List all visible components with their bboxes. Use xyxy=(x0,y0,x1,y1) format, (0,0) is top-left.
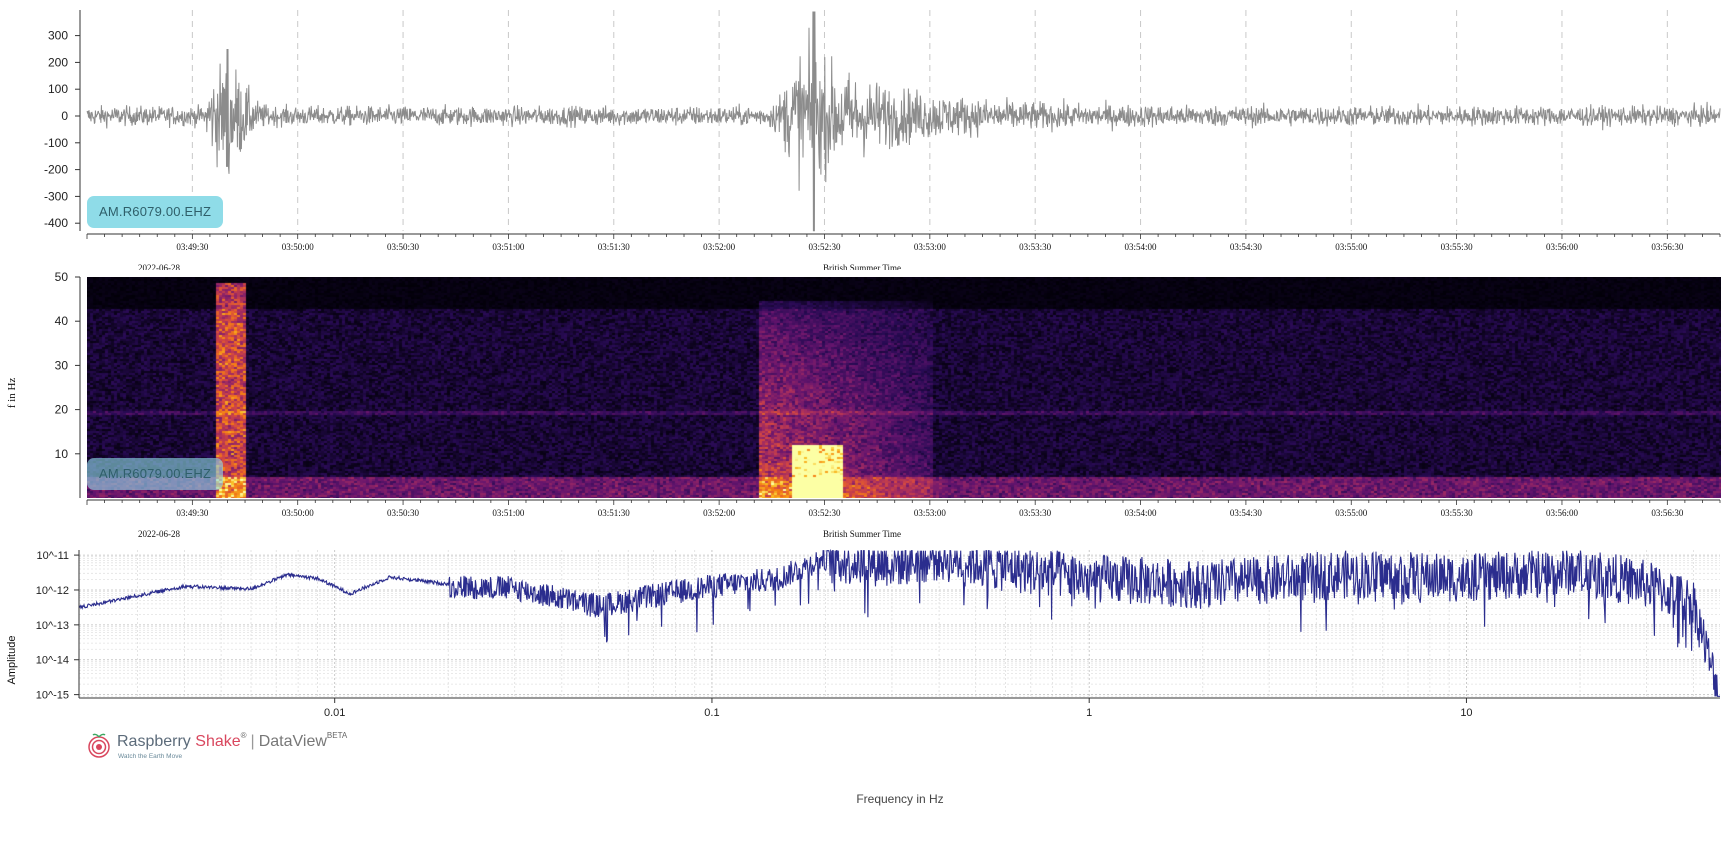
waveform-date-label: 2022-06-28 xyxy=(138,263,180,270)
spectrum-x-tick-label: 0.01 xyxy=(324,707,345,719)
waveform-x-tick-label: 03:49:30 xyxy=(176,242,209,252)
spectrogram-y-tick-label: 30 xyxy=(55,358,69,372)
spectrogram-y-tick-label: 40 xyxy=(55,314,69,328)
waveform-x-tick-label: 03:51:00 xyxy=(492,242,525,252)
spectrogram-x-tick-label: 03:50:30 xyxy=(387,508,420,518)
spectrogram-y-tick-label: 10 xyxy=(55,447,69,461)
waveform-x-tick-label: 03:55:00 xyxy=(1335,242,1368,252)
waveform-x-tick-label: 03:56:00 xyxy=(1546,242,1579,252)
waveform-x-tick-label: 03:54:00 xyxy=(1125,242,1158,252)
waveform-trace xyxy=(86,11,1721,232)
amplitude-spectrum-panel: 10^-11 10^-12 10^-13 10^-14 10^-15 0.01 0.1 1 10… xyxy=(0,545,1728,847)
spectrogram-x-tick-label: 03:55:30 xyxy=(1441,508,1474,518)
spectrogram-x-tick-label: 03:54:30 xyxy=(1230,508,1263,518)
amplitude-spectrum-chart: 10^-11 10^-12 10^-13 10^-14 10^-15 0.01 0.1 1 10… xyxy=(6,548,1720,806)
waveform-x-tick-label: 03:55:30 xyxy=(1441,242,1474,252)
spectrogram-x-tick-label: 03:56:30 xyxy=(1651,508,1684,518)
spectrogram-y-tick-label: 50 xyxy=(55,270,69,284)
waveform-x-tick-label: 03:50:30 xyxy=(387,242,420,252)
waveform-chart: 300 200 100 0 -100 -200 -300 -400 03:49:30 03:50… xyxy=(44,10,1721,270)
waveform-x-tick-label: 03:54:30 xyxy=(1230,242,1263,252)
waveform-y-tick-label: 0 xyxy=(61,109,68,123)
spectrogram-x-tick-label: 03:52:00 xyxy=(703,508,736,518)
spectrogram-x-tick-label: 03:54:00 xyxy=(1125,508,1158,518)
spectrum-y-tick-label: 10^-13 xyxy=(36,620,69,632)
brand-product-name: DataView xyxy=(258,733,327,750)
spectrogram-x-tick-label: 03:51:00 xyxy=(492,508,525,518)
waveform-x-tick-label: 03:56:30 xyxy=(1651,242,1684,252)
brand-separator: | xyxy=(250,733,255,750)
waveform-y-tick-label: -300 xyxy=(44,189,68,203)
spectrogram-chart: 50 40 30 20 10 f in Hz 03:49:30 03:50:00 03:50… xyxy=(6,270,1721,539)
spectrogram-panel: 50 40 30 20 10 f in Hz 03:49:30 03:50:00 03:50… xyxy=(0,270,1728,545)
waveform-y-tick-label: -100 xyxy=(44,136,68,150)
waveform-x-tick-label: 03:53:00 xyxy=(914,242,947,252)
waveform-timezone-label: British Summer Time xyxy=(823,263,901,270)
spectrum-x-tick-label: 10 xyxy=(1460,707,1472,719)
spectrogram-x-tick-label: 03:49:30 xyxy=(176,508,209,518)
waveform-y-tick-label: 200 xyxy=(48,55,68,69)
spectrogram-date-label: 2022-06-28 xyxy=(138,529,180,539)
spectrogram-heatmap xyxy=(87,277,1721,498)
spectrogram-y-axis-label: f in Hz xyxy=(6,378,18,409)
waveform-x-tick-label: 03:52:00 xyxy=(703,242,736,252)
spectrogram-x-tick-label: 03:53:00 xyxy=(914,508,947,518)
spectrogram-y-tick-label: 20 xyxy=(55,403,69,417)
brand-word-raspberry: Raspberry xyxy=(117,733,191,750)
amplitude-y-axis-label: Amplitude xyxy=(6,636,18,685)
spectrum-y-tick-label: 10^-11 xyxy=(37,550,69,562)
waveform-x-tick-label: 03:50:00 xyxy=(282,242,315,252)
brand-tagline: Watch the Earth Move xyxy=(118,753,183,760)
spectrum-x-tick-label: 1 xyxy=(1086,707,1092,719)
spectrogram-x-tick-label: 03:51:30 xyxy=(598,508,631,518)
waveform-y-tick-label: 300 xyxy=(48,29,68,43)
spectrum-y-tick-label: 10^-14 xyxy=(36,655,69,667)
brand-registered-mark: ® xyxy=(240,731,247,740)
spectrum-x-tick-label: 0.1 xyxy=(704,707,719,719)
brand-word-shake: Shake xyxy=(195,733,241,750)
spectrogram-x-tick-label: 03:52:30 xyxy=(808,508,841,518)
waveform-panel: 300 200 100 0 -100 -200 -300 -400 03:49:30 03:50… xyxy=(0,0,1728,270)
waveform-y-tick-label: 100 xyxy=(48,82,68,96)
spectrogram-x-tick-label: 03:55:00 xyxy=(1335,508,1368,518)
spectrogram-x-tick-label: 03:50:00 xyxy=(282,508,315,518)
spectrum-y-tick-label: 10^-12 xyxy=(36,585,69,597)
waveform-x-tick-label: 03:53:30 xyxy=(1019,242,1052,252)
station-channel-badge-spectrogram[interactable]: AM.R6079.00.EHZ xyxy=(87,458,224,490)
raspberry-shake-logo-icon xyxy=(88,733,110,758)
spectrogram-timezone-label: British Summer Time xyxy=(823,529,901,539)
spectrogram-x-tick-label: 03:56:00 xyxy=(1546,508,1579,518)
frequency-x-axis-label: Frequency in Hz xyxy=(856,792,943,806)
amplitude-spectrum-trace xyxy=(78,548,1720,697)
station-channel-badge[interactable]: AM.R6079.00.EHZ xyxy=(87,196,224,228)
waveform-y-tick-label: -200 xyxy=(44,163,68,177)
brand-beta-tag: BETA xyxy=(326,731,348,740)
spectrogram-x-tick-label: 03:53:30 xyxy=(1019,508,1052,518)
waveform-x-tick-label: 03:51:30 xyxy=(598,242,631,252)
waveform-x-tick-label: 03:52:30 xyxy=(808,242,841,252)
spectrum-y-tick-label: 10^-15 xyxy=(36,690,69,702)
waveform-y-tick-label: -400 xyxy=(44,216,68,230)
